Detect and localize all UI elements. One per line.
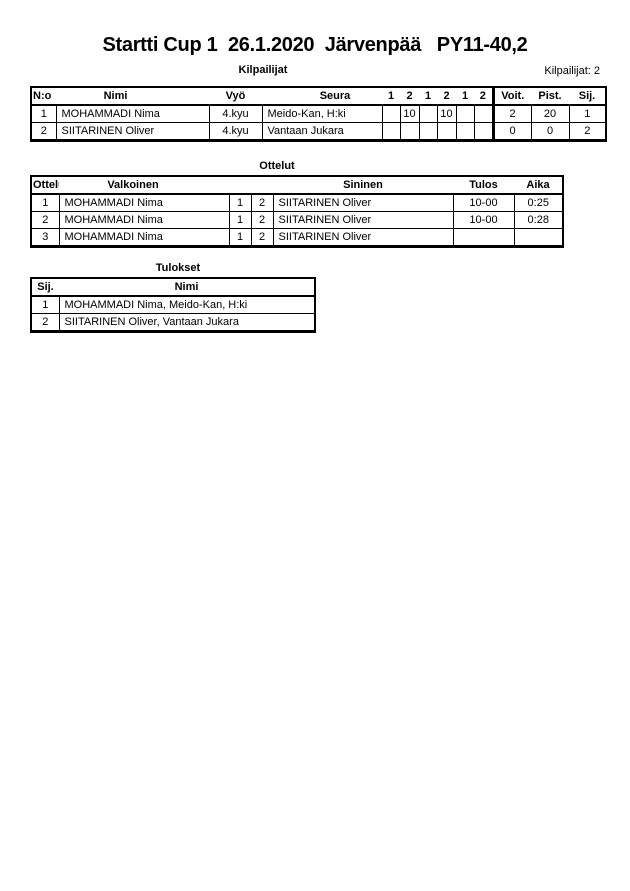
col-header-place: Sij.: [31, 278, 59, 297]
result-row: 1 MOHAMMADI Nima, Meido-Kan, H:ki: [30, 295, 316, 314]
results-header-row: Sij. Nimi: [31, 278, 315, 297]
score-cell: [418, 122, 438, 141]
match-time: 0:25: [513, 193, 564, 212]
col-header-blue: Sininen: [273, 176, 453, 195]
match-time: 0:28: [513, 211, 564, 229]
result-name: MOHAMMADI Nima, Meido-Kan, H:ki: [58, 295, 316, 314]
match-result: 10-00: [452, 211, 515, 229]
page-title: Startti Cup 1 26.1.2020 Järvenpää PY11-4…: [102, 34, 528, 56]
section-title-ottelut: Ottelut: [259, 160, 295, 172]
white-player: MOHAMMADI Nima: [58, 228, 230, 247]
result-place: 1: [30, 295, 60, 314]
section-title-kilpailijat: Kilpailijat: [238, 64, 288, 76]
competitor-wins: 2: [491, 104, 532, 123]
blue-player-no: 2: [250, 193, 274, 212]
section-title-tulokset: Tulokset: [155, 262, 201, 274]
col-header-time: Aika: [514, 176, 563, 195]
score-cell: [473, 104, 494, 123]
col-header-match: Ottelu: [31, 176, 59, 195]
competitor-name: SIITARINEN Oliver: [55, 122, 210, 141]
score-cell: [381, 104, 401, 123]
competitor-place: 1: [568, 104, 607, 123]
result-place: 2: [30, 313, 60, 332]
col-header-spacer: [229, 176, 251, 195]
match-no: 2: [30, 211, 60, 229]
results-table: Sij. Nimi 1 MOHAMMADI Nima, Meido-Kan, H…: [30, 277, 316, 333]
competitors-count: Kilpailijat: 2: [544, 65, 600, 77]
score-cell: [399, 122, 420, 141]
col-header-round-1: 1: [382, 87, 400, 106]
competitor-points: 0: [530, 122, 570, 141]
col-header-white: Valkoinen: [59, 176, 229, 195]
competitor-row: 2 SIITARINEN Oliver 4.kyu Vantaan Jukara…: [30, 122, 607, 141]
competitor-belt: 4.kyu: [208, 104, 263, 123]
match-time: [513, 228, 564, 247]
white-player-no: 1: [228, 211, 252, 229]
competitors-table: N:o Nimi Vyö Seura 1 2 1 2 1 2 Voit. Pis…: [30, 86, 607, 142]
col-header-belt: Vyö: [209, 87, 262, 106]
white-player: MOHAMMADI Nima: [58, 211, 230, 229]
col-header-round-5: 1: [456, 87, 474, 106]
col-header-round-2: 2: [400, 87, 419, 106]
competitor-name: MOHAMMADI Nima: [55, 104, 210, 123]
result-name: SIITARINEN Oliver, Vantaan Jukara: [58, 313, 316, 332]
score-cell: [381, 122, 401, 141]
score-cell: [473, 122, 494, 141]
col-header-place: Sij.: [569, 87, 606, 106]
col-header-round-6: 2: [474, 87, 493, 106]
white-player: MOHAMMADI Nima: [58, 193, 230, 212]
match-result: [452, 228, 515, 247]
competitor-wins: 0: [491, 122, 532, 141]
col-header-name: Nimi: [59, 278, 315, 297]
match-row: 2 MOHAMMADI Nima 1 2 SIITARINEN Oliver 1…: [30, 211, 564, 229]
match-row: 1 MOHAMMADI Nima 1 2 SIITARINEN Oliver 1…: [30, 193, 564, 212]
result-row: 2 SIITARINEN Oliver, Vantaan Jukara: [30, 313, 316, 332]
competitor-place: 2: [568, 122, 607, 141]
col-header-wins: Voit.: [491, 87, 531, 106]
col-header-result: Tulos: [453, 176, 514, 195]
blue-player-no: 2: [250, 211, 274, 229]
competitors-header-row: N:o Nimi Vyö Seura 1 2 1 2 1 2 Voit. Pis…: [31, 87, 606, 106]
blue-player: SIITARINEN Oliver: [272, 193, 454, 212]
col-header-round-3: 1: [419, 87, 437, 106]
score-cell: [436, 122, 457, 141]
col-header-club: Seura: [262, 87, 382, 106]
blue-player-no: 2: [250, 228, 274, 247]
col-header-spacer: [251, 176, 273, 195]
score-cell: [455, 122, 475, 141]
competitor-no: 2: [30, 122, 57, 141]
blue-player: SIITARINEN Oliver: [272, 211, 454, 229]
score-cell: [418, 104, 438, 123]
matches-header-row: Ottelu Valkoinen Sininen Tulos Aika: [31, 176, 563, 195]
competitor-belt: 4.kyu: [208, 122, 263, 141]
competitor-points: 20: [530, 104, 570, 123]
blue-player: SIITARINEN Oliver: [272, 228, 454, 247]
col-header-name: Nimi: [56, 87, 209, 106]
match-result: 10-00: [452, 193, 515, 212]
competitor-club: Meido-Kan, H:ki: [261, 104, 383, 123]
col-header-round-4: 2: [437, 87, 456, 106]
meta-row: Kilpailijat Kilpailijat: 2: [0, 64, 630, 78]
score-cell: 10: [399, 104, 420, 123]
score-cell: 10: [436, 104, 457, 123]
match-no: 3: [30, 228, 60, 247]
col-header-points: Pist.: [531, 87, 569, 106]
competitor-no: 1: [30, 104, 57, 123]
col-header-no: N:o: [31, 87, 56, 106]
match-row: 3 MOHAMMADI Nima 1 2 SIITARINEN Oliver: [30, 228, 564, 247]
white-player-no: 1: [228, 228, 252, 247]
white-player-no: 1: [228, 193, 252, 212]
match-no: 1: [30, 193, 60, 212]
matches-table: Ottelu Valkoinen Sininen Tulos Aika 1 MO…: [30, 175, 564, 248]
competitor-row: 1 MOHAMMADI Nima 4.kyu Meido-Kan, H:ki 1…: [30, 104, 607, 123]
competitor-club: Vantaan Jukara: [261, 122, 383, 141]
score-cell: [455, 104, 475, 123]
